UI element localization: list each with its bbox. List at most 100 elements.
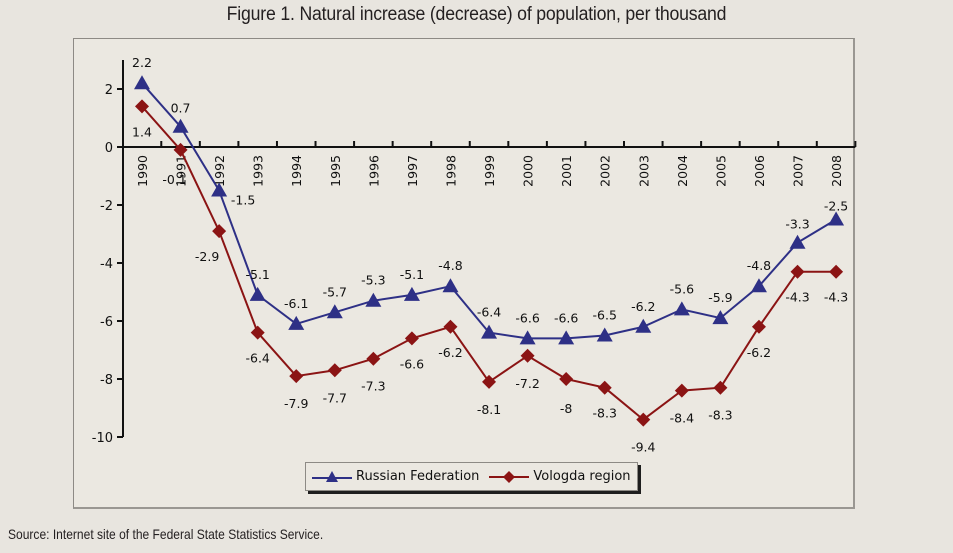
data-label: -5.6 bbox=[670, 281, 694, 296]
data-point-triangle bbox=[442, 278, 459, 293]
legend-label: Russian Federation bbox=[356, 469, 480, 484]
x-tick-label: 1995 bbox=[328, 155, 343, 187]
data-point-triangle bbox=[326, 304, 343, 319]
data-point-triangle bbox=[365, 292, 382, 307]
y-tick-labels: 2 0 -2 -4 -6 -8 -10 bbox=[92, 83, 113, 446]
data-point-diamond bbox=[443, 319, 458, 334]
data-point-diamond bbox=[482, 374, 497, 389]
data-label: -7.2 bbox=[515, 376, 539, 391]
data-label: -6.6 bbox=[400, 356, 424, 371]
data-label: -8.4 bbox=[670, 411, 694, 426]
x-tick-labels: 1990 1991 1992 1993 1994 1995 1996 1997 1998 1999… bbox=[135, 155, 844, 187]
data-label: -6.6 bbox=[554, 310, 578, 325]
x-tick-label: 1999 bbox=[482, 155, 497, 187]
axes bbox=[117, 60, 857, 438]
data-point-triangle bbox=[558, 330, 575, 345]
data-label: -4.3 bbox=[824, 290, 848, 305]
data-label: 2.2 bbox=[132, 55, 152, 70]
y-tick-label: 0 bbox=[105, 141, 113, 156]
data-label: -6.2 bbox=[631, 299, 655, 314]
data-point-triangle bbox=[828, 211, 845, 226]
y-tick-label: -6 bbox=[100, 315, 113, 330]
data-label: -6.5 bbox=[593, 308, 617, 323]
data-point-diamond bbox=[520, 348, 535, 363]
data-label: -0.1 bbox=[162, 172, 186, 187]
x-tick-label: 2007 bbox=[791, 155, 806, 187]
series-markers bbox=[134, 75, 845, 427]
data-label: -3.3 bbox=[785, 217, 809, 232]
chart-frame bbox=[73, 38, 855, 509]
data-point-triangle bbox=[519, 330, 536, 345]
data-point-diamond bbox=[829, 264, 844, 279]
data-label: -5.7 bbox=[323, 284, 347, 299]
x-tick-label: 2001 bbox=[559, 155, 574, 187]
x-tick-label: 2006 bbox=[752, 155, 767, 187]
x-tick-label: 1991 bbox=[174, 155, 189, 187]
data-point-diamond bbox=[636, 412, 651, 427]
y-tick-label: -4 bbox=[100, 257, 113, 272]
data-point-triangle bbox=[481, 324, 498, 339]
data-label: -2.9 bbox=[195, 249, 219, 264]
data-label: -8.3 bbox=[708, 408, 732, 423]
x-tick-label: 2003 bbox=[636, 155, 651, 187]
data-label: -8.1 bbox=[477, 402, 501, 417]
data-point-triangle bbox=[249, 286, 266, 301]
data-label: -2.5 bbox=[824, 199, 848, 214]
data-point-triangle bbox=[211, 182, 228, 197]
x-tick-label: 2004 bbox=[675, 155, 690, 187]
data-point-diamond bbox=[559, 372, 574, 386]
data-point-diamond bbox=[250, 325, 265, 340]
legend-item-russian-federation: Russian Federation bbox=[312, 469, 479, 484]
x-tick-label: 2000 bbox=[521, 155, 536, 187]
data-point-diamond bbox=[212, 224, 227, 239]
source-note: Source: Internet site of the Federal Sta… bbox=[8, 526, 324, 542]
data-label: -4.8 bbox=[438, 258, 462, 273]
data-label: -7.9 bbox=[284, 396, 308, 411]
legend-item-vologda-region: Vologda region bbox=[489, 469, 631, 484]
data-label: 1.4 bbox=[132, 124, 152, 139]
x-tick-label: 1998 bbox=[443, 155, 458, 187]
y-tick-label: -8 bbox=[100, 373, 113, 388]
data-labels: 2.2 0.7 -1.5 -5.1 -6.1 -5.7 -5.3 -5.1 -4.8 -6.4 -6… bbox=[132, 55, 848, 454]
triangle-marker-icon bbox=[312, 470, 352, 482]
data-point-diamond bbox=[597, 380, 612, 395]
y-tick-label: -2 bbox=[100, 199, 113, 214]
data-label: -5.1 bbox=[400, 267, 424, 282]
data-label: -5.9 bbox=[708, 290, 732, 305]
data-label: -8.3 bbox=[593, 406, 617, 421]
data-point-diamond bbox=[674, 383, 689, 398]
data-label: -4.8 bbox=[747, 258, 771, 273]
figure-title: Figure 1. Natural increase (decrease) of… bbox=[226, 4, 727, 25]
data-point-triangle bbox=[789, 234, 806, 249]
x-tick-label: 1993 bbox=[251, 155, 266, 187]
data-point-triangle bbox=[288, 315, 305, 330]
data-label: -9.4 bbox=[631, 440, 655, 455]
data-label: -6.2 bbox=[747, 345, 771, 360]
x-tick-label: 2008 bbox=[829, 155, 844, 187]
data-label: -6.2 bbox=[438, 345, 462, 360]
x-tick-label: 1996 bbox=[366, 155, 381, 187]
data-point-diamond bbox=[289, 369, 304, 384]
x-tick-label: 1994 bbox=[289, 155, 304, 187]
data-point-triangle bbox=[635, 318, 652, 333]
data-label: 0.7 bbox=[171, 101, 191, 116]
y-tick-label: 2 bbox=[105, 83, 113, 98]
data-label: -7.3 bbox=[361, 379, 385, 394]
data-point-triangle bbox=[403, 286, 420, 301]
data-point-triangle bbox=[712, 310, 729, 325]
data-point-diamond bbox=[366, 351, 381, 366]
data-label: -6.6 bbox=[515, 310, 539, 325]
data-label: -6.4 bbox=[477, 305, 501, 320]
y-tick-label: -10 bbox=[92, 431, 113, 446]
data-label: -6.4 bbox=[245, 351, 269, 366]
data-label: -4.3 bbox=[785, 290, 809, 305]
legend-label: Vologda region bbox=[533, 469, 631, 484]
data-point-diamond bbox=[751, 319, 766, 334]
data-point-triangle bbox=[673, 301, 690, 316]
data-point-diamond bbox=[404, 331, 419, 346]
data-label: -1.5 bbox=[231, 193, 255, 208]
data-point-triangle bbox=[134, 75, 150, 90]
series-lines bbox=[141, 82, 837, 421]
data-point-diamond bbox=[135, 99, 149, 114]
